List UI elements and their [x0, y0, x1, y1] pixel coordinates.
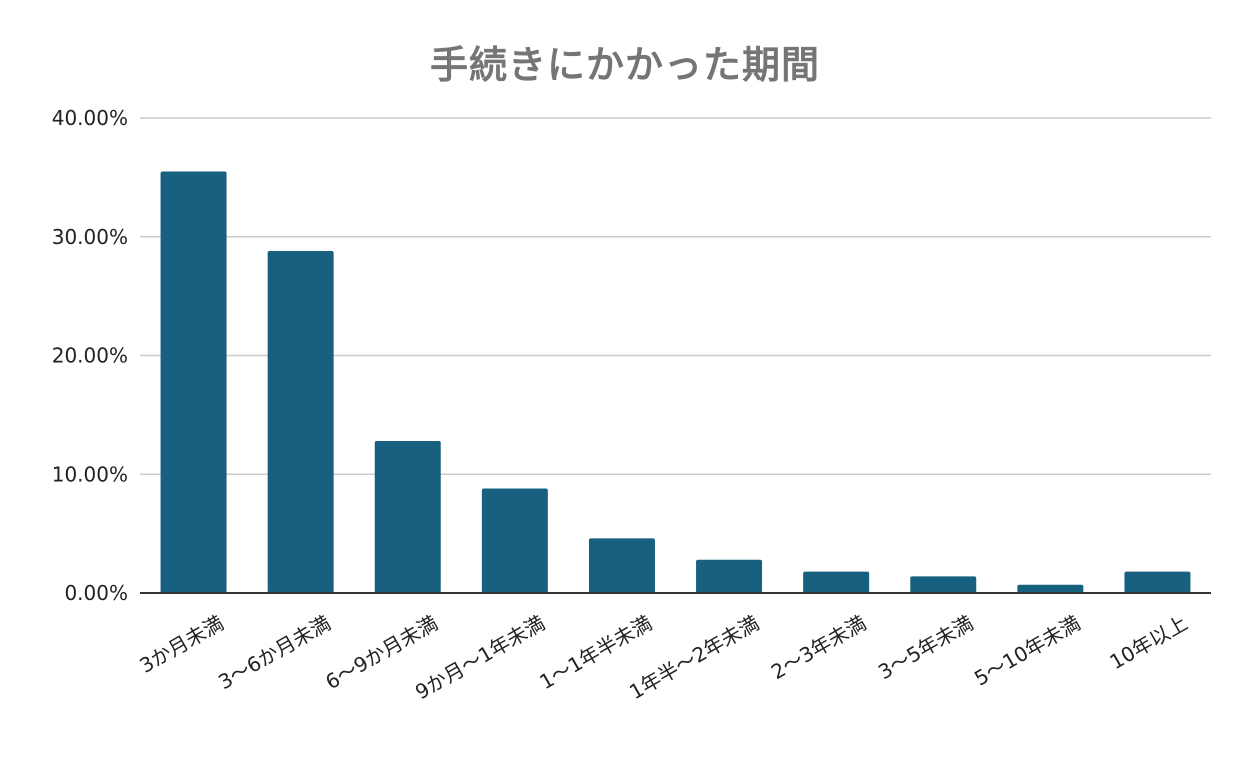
- y-tick-label: 10.00%: [52, 462, 128, 486]
- bar: [588, 538, 655, 593]
- y-tick-label: 0.00%: [64, 581, 128, 605]
- bar: [160, 171, 227, 593]
- bar: [481, 488, 548, 593]
- bar: [267, 251, 334, 593]
- bar: [803, 571, 870, 593]
- y-tick-label: 40.00%: [52, 106, 128, 130]
- bar: [1017, 584, 1084, 593]
- x-tick-label: 2～3年未満: [767, 611, 870, 685]
- x-tick-label: 3～5年未満: [874, 611, 977, 685]
- bar: [374, 441, 441, 593]
- bar: [910, 576, 977, 593]
- y-tick-label: 30.00%: [52, 225, 128, 249]
- x-tick-label: 3～6か月未満: [214, 611, 335, 695]
- x-tick-label: 10年以上: [1106, 611, 1192, 675]
- x-tick-label: 5～10年未満: [970, 611, 1084, 691]
- bar: [1124, 571, 1191, 593]
- chart-title: 手続きにかかった期間: [429, 43, 820, 87]
- y-tick-label: 20.00%: [52, 344, 128, 368]
- bar: [696, 559, 763, 593]
- x-tick-label: 3か月未満: [135, 611, 227, 678]
